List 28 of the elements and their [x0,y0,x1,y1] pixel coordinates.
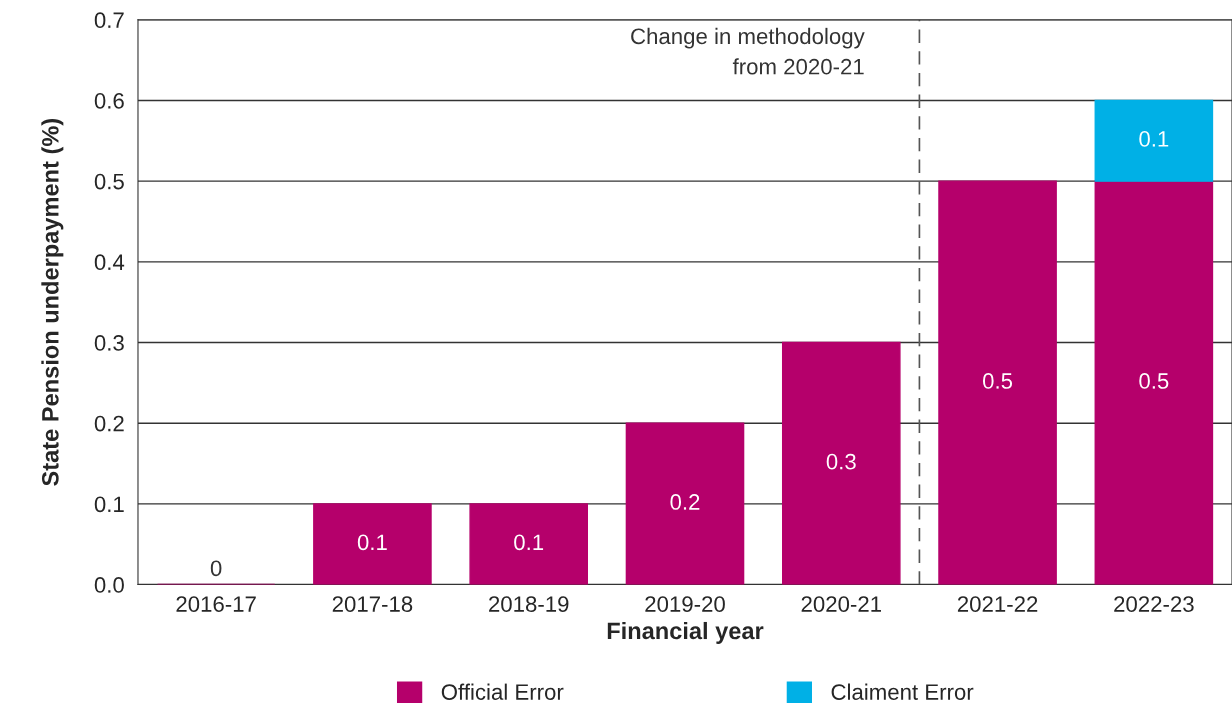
legend-label: Claiment Error [831,683,974,700]
data-label: 0.1 [357,534,387,551]
data-label: 0.1 [1139,131,1169,147]
y-axis-title: State Pension underpayment (%) [41,119,64,486]
x-tick-label: 2016-17 [176,596,256,612]
y-tick-label: 0.5 [94,173,124,190]
legend-label: Official Error [441,683,564,700]
data-label: 0.1 [514,534,544,551]
ref-line-label: Change in methodology from 2020-21 [631,27,865,75]
data-label: 0.2 [670,494,700,510]
y-tick-label: 0.3 [94,335,124,351]
data-label: 0.5 [1139,373,1169,389]
x-axis-title: Financial year [607,621,764,644]
x-tick-label: 2019-20 [645,596,725,612]
y-tick-label: 0.0 [94,577,124,593]
y-tick-label: 0.7 [94,12,124,29]
y-tick-label: 0.4 [94,254,125,271]
x-tick-label: 2020-21 [801,596,881,612]
y-tick-label: 0.6 [94,92,124,109]
x-tick-label: 2021-22 [957,596,1038,612]
data-label: 0 [210,560,222,577]
x-tick-label: 2018-19 [489,596,569,612]
x-tick-label: 2017-18 [332,596,413,612]
data-label: 0.3 [826,453,856,470]
data-label: 0.5 [982,373,1013,389]
y-tick-label: 0.1 [94,496,124,513]
y-tick-label: 0.2 [94,415,124,432]
x-tick-label: 2022-23 [1114,596,1194,612]
